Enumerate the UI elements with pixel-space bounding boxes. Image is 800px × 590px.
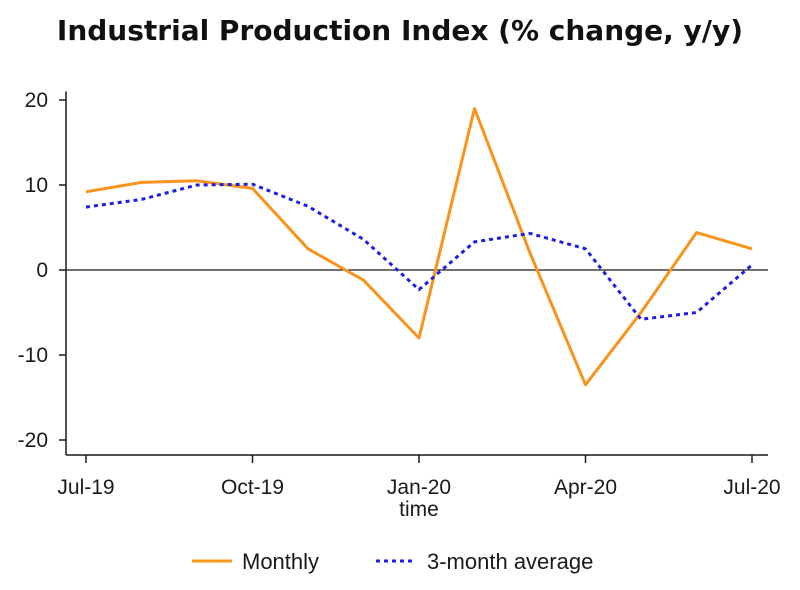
x-tick-label: Apr-20: [554, 476, 617, 499]
y-tick-label: 0: [36, 259, 48, 282]
chart-title: Industrial Production Index (% change, y…: [56, 14, 744, 47]
y-tick-label: 20: [25, 89, 48, 112]
y-tick-label: -20: [18, 429, 48, 452]
x-axis-title: time: [399, 498, 439, 521]
x-tick-label: Oct-19: [221, 476, 284, 499]
series-group: [85, 107, 753, 387]
legend-label-monthly: Monthly: [242, 549, 319, 574]
series-line-monthly: [85, 107, 753, 387]
axes: -20 -10 0 10 20 Jul-19 Oct-19 Jan-20 Apr-20 Jul-2…: [18, 89, 781, 499]
x-tick-label: Jul-19: [57, 476, 114, 499]
x-tick-label: Jul-20: [723, 476, 780, 499]
x-tick-label: Jan-20: [387, 476, 451, 499]
series-line-3-month-average: [85, 182, 753, 321]
y-tick-label: -10: [18, 344, 48, 367]
y-tick-label: 10: [25, 174, 48, 197]
legend-label-3-month-average: 3-month average: [427, 549, 593, 574]
legend: Monthly 3-month average: [192, 549, 593, 574]
